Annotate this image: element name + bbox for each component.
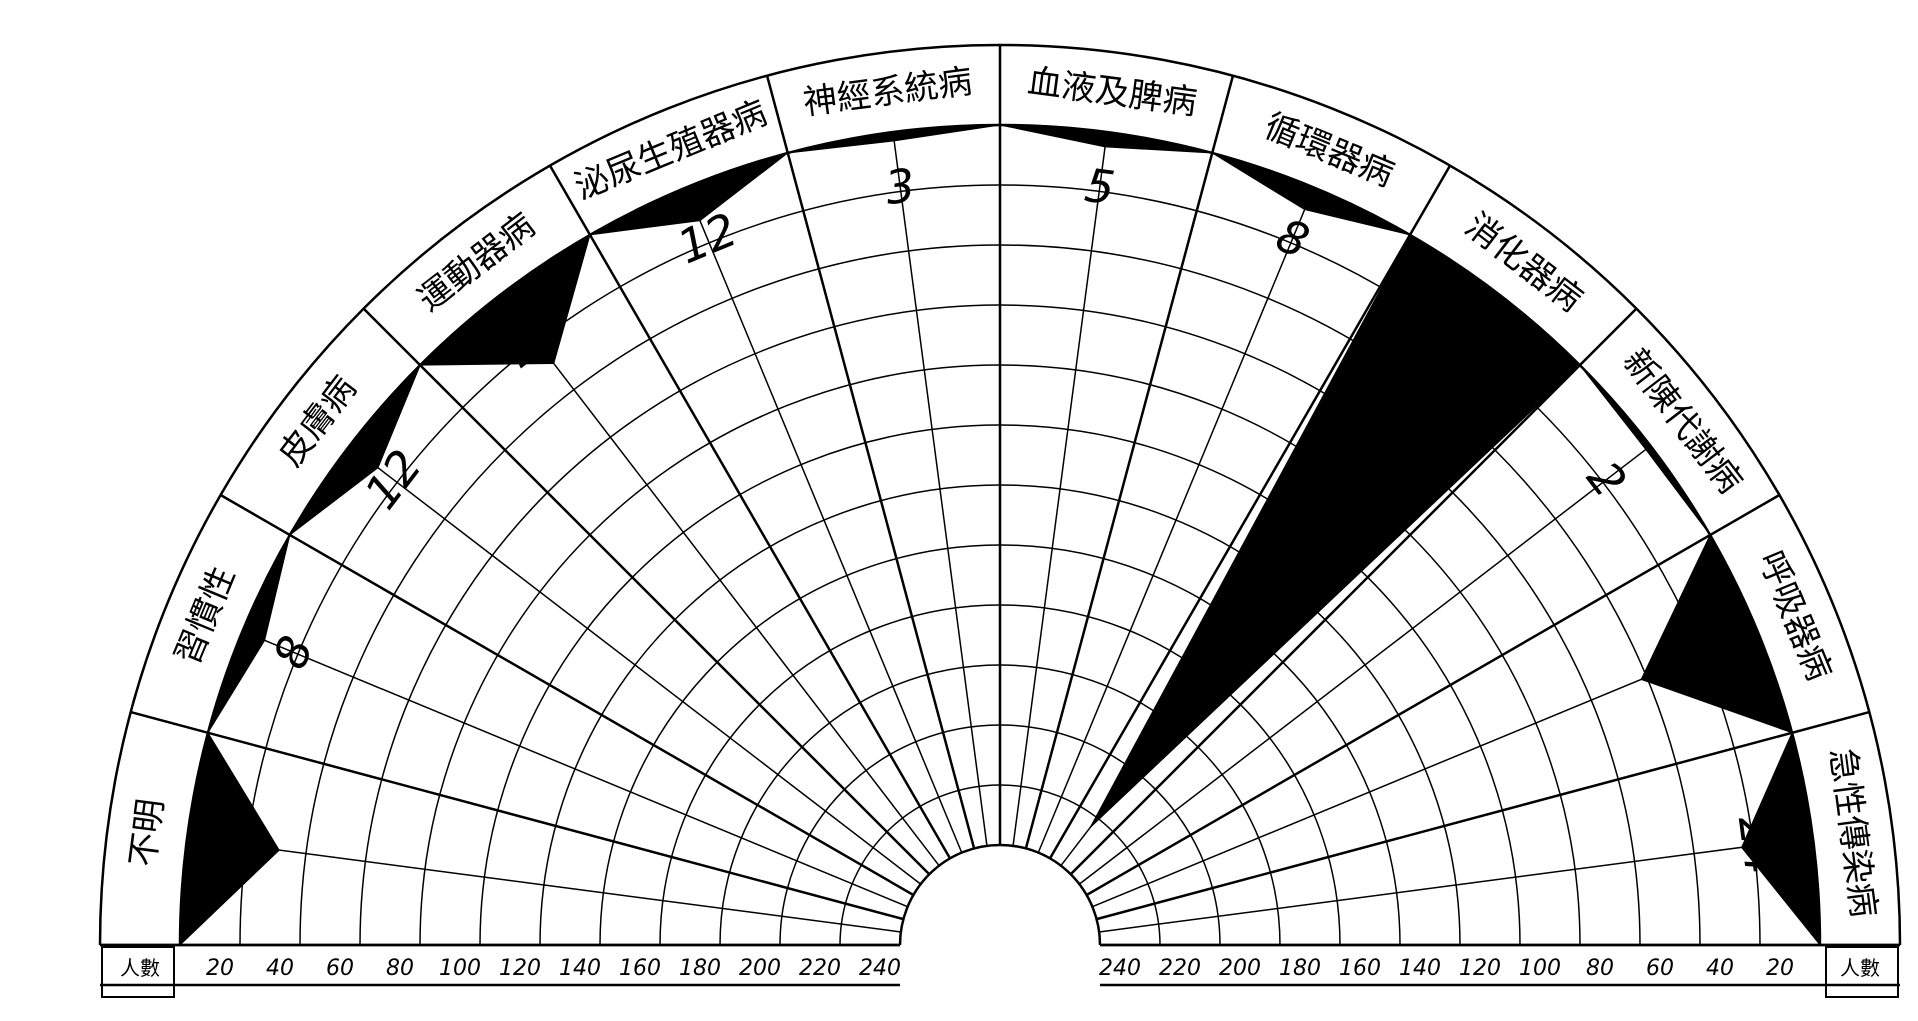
category-label: 新陳代謝病: [1615, 342, 1750, 501]
tick-label-right: 80: [1586, 956, 1614, 981]
tick-label-left: 160: [619, 956, 661, 981]
value-label: 31: [211, 813, 272, 878]
grid-radial: [1099, 837, 1814, 933]
tick-label-left: 180: [679, 956, 721, 981]
tick-label-left: 40: [266, 956, 294, 981]
category-divider: [1048, 164, 1452, 860]
category-divider: [1069, 307, 1638, 876]
tick-label-left: 20: [206, 956, 234, 981]
tick-label-right: 140: [1399, 956, 1441, 981]
tick-label-left: 200: [739, 956, 781, 981]
grid-radial: [500, 293, 940, 867]
category-divider: [130, 710, 904, 921]
unit-label-left: 人數: [120, 956, 160, 980]
grid-radial: [1012, 131, 1108, 846]
category-divider: [765, 75, 976, 849]
grid-radial: [685, 187, 963, 853]
grid-radial: [1037, 187, 1315, 853]
data-wedges: [179, 124, 1821, 947]
category-divider: [219, 493, 915, 897]
tick-label-right: 220: [1159, 956, 1201, 981]
unit-label-right: 人數: [1840, 956, 1880, 980]
grid-radial: [348, 445, 922, 885]
tick-label-right: 60: [1646, 956, 1674, 981]
unit-box-right: [1825, 946, 1899, 998]
value-label: 24: [1728, 813, 1789, 878]
grid-radial: [892, 131, 988, 846]
grid-radial: [186, 837, 901, 933]
category-divider: [1096, 710, 1870, 921]
category-divider: [548, 164, 952, 860]
unit-box-left: [101, 946, 175, 998]
category-label: 血液及脾病: [1025, 61, 1199, 123]
category-label: 急性傳染病: [1822, 746, 1884, 920]
tick-label-right: 180: [1279, 956, 1321, 981]
tick-label-left: 60: [326, 956, 354, 981]
data-wedge-7: [999, 124, 1213, 154]
grid-radial: [1078, 445, 1652, 885]
category-divider: [1085, 493, 1781, 897]
inner-arc: [898, 843, 1102, 946]
tick-label-right: 40: [1706, 956, 1734, 981]
category-divider: [1024, 75, 1235, 849]
tick-label-left: 240: [859, 956, 901, 981]
tick-label-left: 120: [499, 956, 541, 981]
tick-label-right: 200: [1219, 956, 1261, 981]
value-label: 8: [263, 628, 324, 676]
tick-label-right: 160: [1339, 956, 1381, 981]
grid-radial: [242, 630, 908, 908]
data-wedge-6: [787, 124, 1001, 154]
category-divider: [362, 307, 931, 876]
outer-data-arc: [178, 123, 1822, 946]
category-label: 泌尿生殖器病: [569, 93, 773, 208]
tick-label-right: 240: [1099, 956, 1141, 981]
value-label: 3: [882, 158, 918, 215]
data-wedge-9: [1089, 234, 1581, 828]
value-label: 5: [1082, 158, 1118, 215]
tick-label-left: 140: [559, 956, 601, 981]
chart-frame: [98, 43, 1902, 987]
tick-label-right: 100: [1519, 956, 1561, 981]
category-label: 不明: [123, 796, 172, 869]
tick-label-left: 220: [799, 956, 841, 981]
tick-label-right: 20: [1766, 956, 1794, 981]
value-label: 8: [1269, 208, 1317, 269]
outer-label-arc: [98, 43, 1902, 946]
axis-ticks: 20 40 60 80 100 120 140 160 180 200 220 240 240 220 20…: [206, 956, 1794, 981]
tick-label-left: 80: [386, 956, 414, 981]
tick-label-right: 120: [1459, 956, 1501, 981]
tick-label-left: 100: [439, 956, 481, 981]
corner-unit-labels: 人數 人數: [101, 946, 1899, 998]
category-label: 神經系統病: [801, 61, 975, 123]
